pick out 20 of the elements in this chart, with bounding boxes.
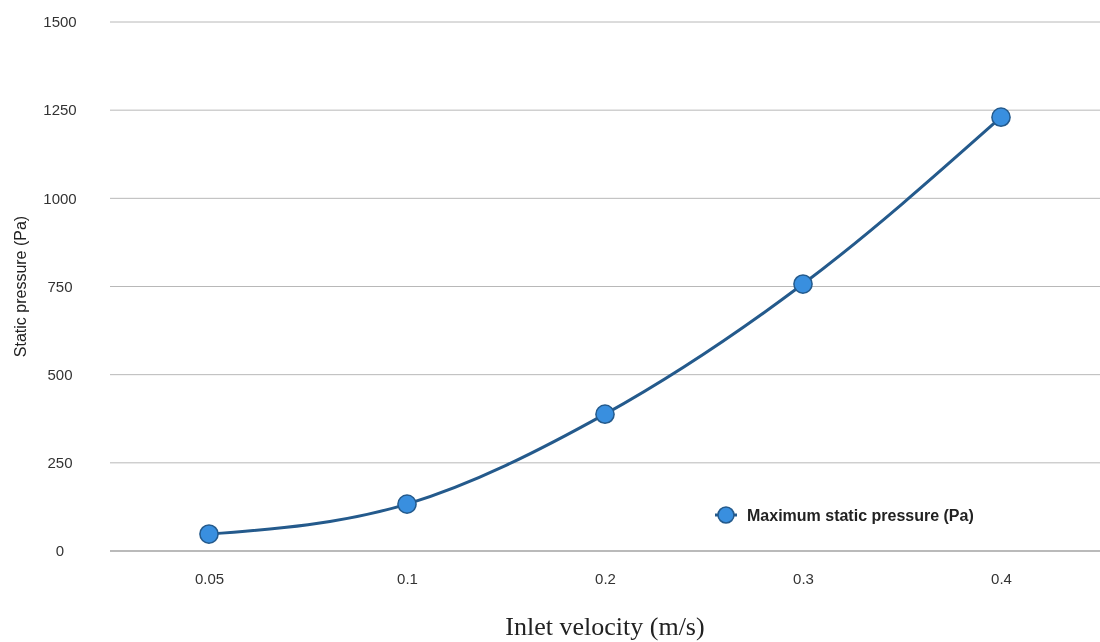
y-tick-label: 500 [47,365,73,383]
x-tick-label: 0.05 [194,569,225,587]
y-tick-label: 1000 [43,189,77,207]
x-tick-label: 0.1 [397,569,418,587]
y-tick-label: 1500 [43,13,77,31]
x-axis-title: Inlet velocity (m/s) [505,612,705,641]
legend-label: Maximum static pressure (Pa) [747,506,974,524]
y-axis-title: Static pressure (Pa) [12,215,29,358]
x-tick-label: 0.4 [991,569,1012,587]
point [397,494,417,514]
y-tick-label: 750 [47,277,73,295]
x-tick-label: 0.2 [595,569,616,587]
y-tick-label: 1250 [43,101,77,119]
y-tick-label: 0 [55,542,65,560]
point [595,404,615,424]
y-tick-label: 250 [47,454,73,472]
x-tick-label: 0.3 [793,569,814,587]
point [991,107,1011,128]
point [199,524,219,544]
point [793,274,813,294]
